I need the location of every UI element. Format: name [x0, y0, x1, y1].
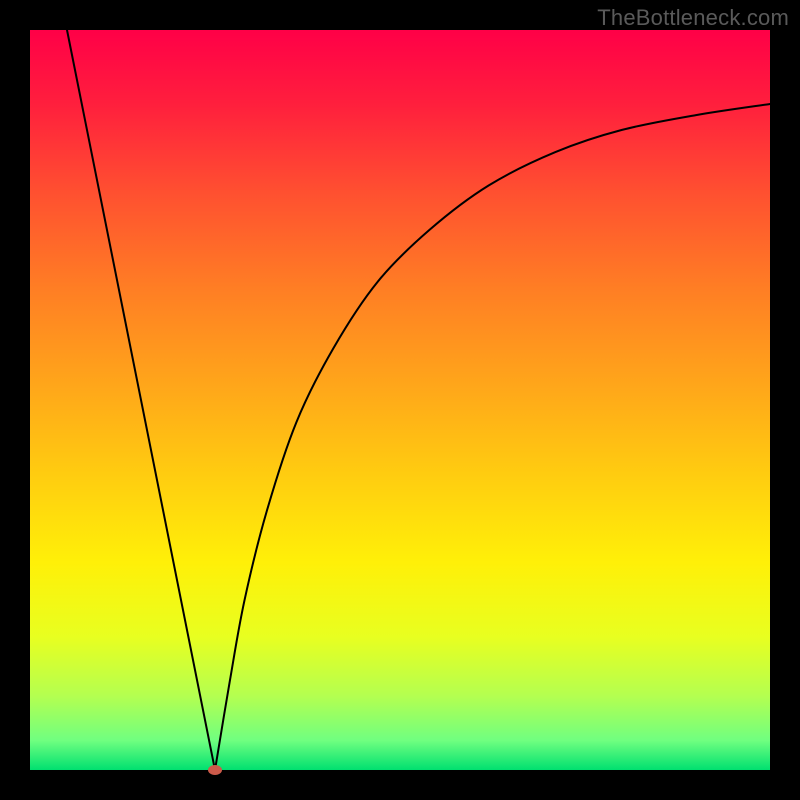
minimum-marker — [208, 765, 222, 775]
chart-svg — [0, 0, 800, 800]
watermark-text: TheBottleneck.com — [597, 5, 789, 31]
stage: TheBottleneck.com — [0, 0, 800, 800]
